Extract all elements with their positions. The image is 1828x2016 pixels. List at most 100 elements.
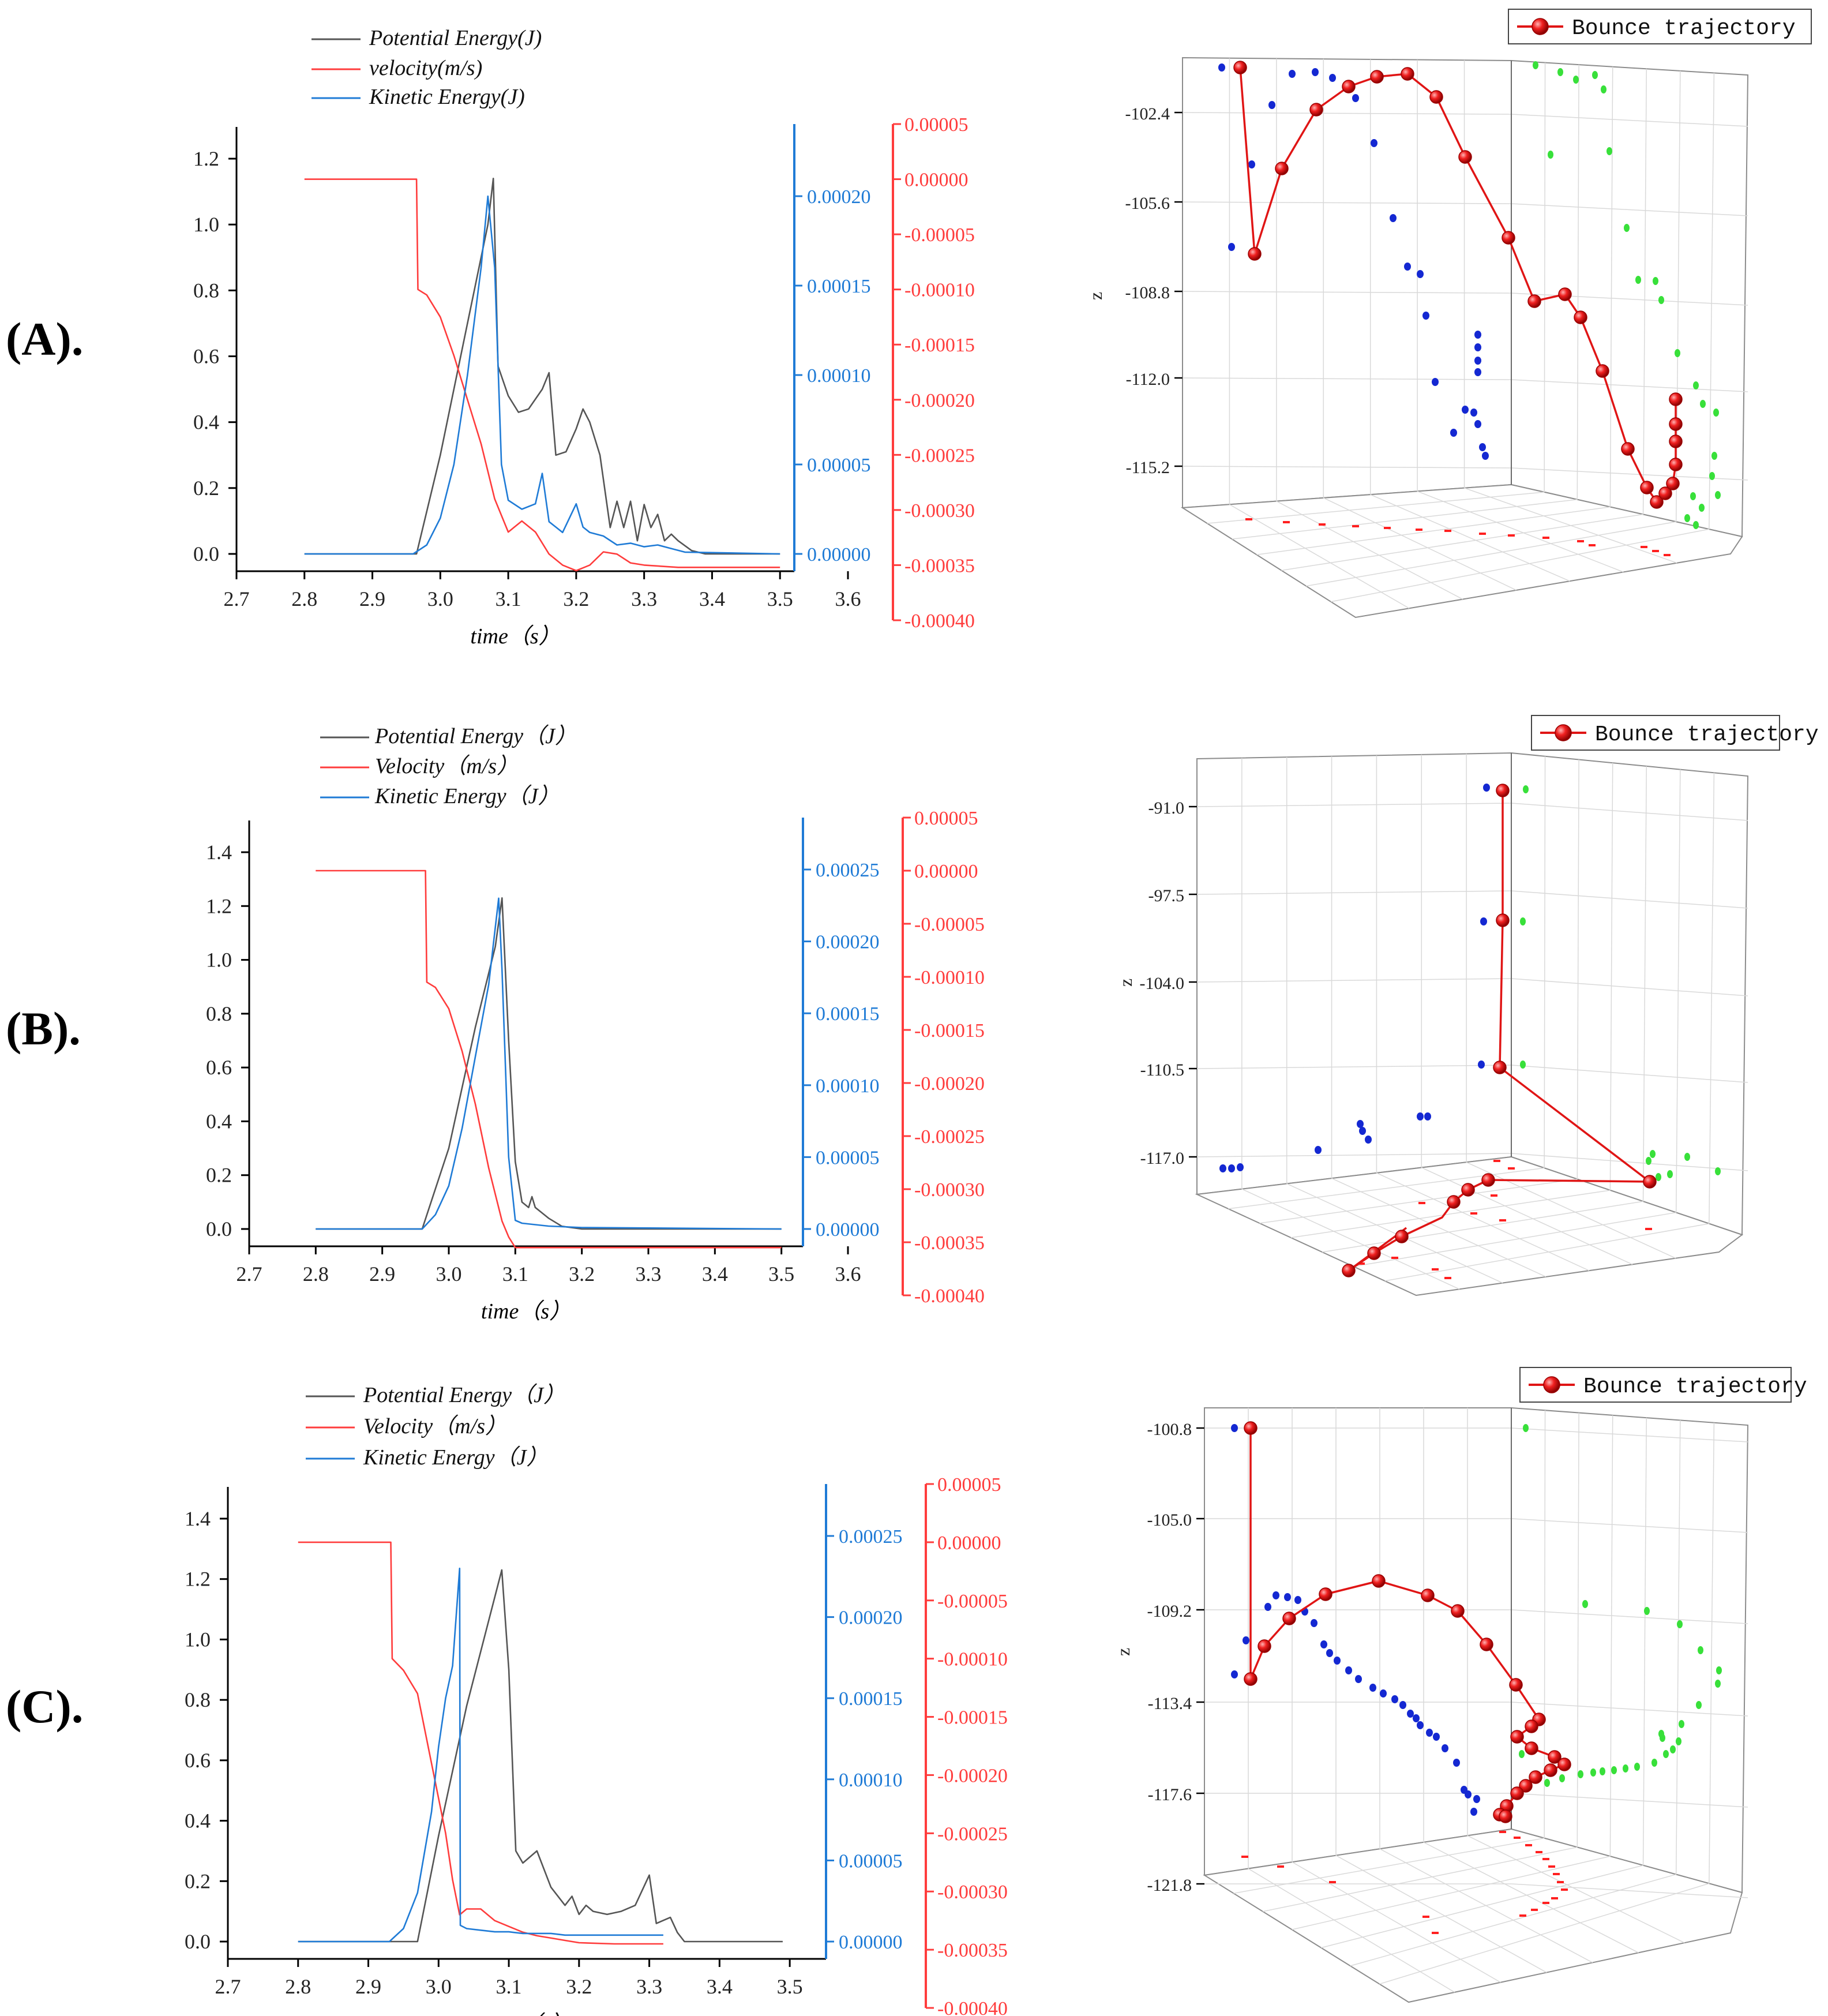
xz-projection-point <box>1228 1164 1235 1172</box>
velocity-tick-label: -0.00030 <box>937 1882 1008 1903</box>
grid-line <box>1709 73 1715 530</box>
z-tick-label: -105.0 <box>1147 1511 1192 1530</box>
z-axis-title: z <box>1115 979 1136 987</box>
xz-projection-point <box>1315 1146 1322 1154</box>
grid-line <box>1709 773 1715 1224</box>
velocity-tick-label: -0.00030 <box>904 500 975 522</box>
grid-line <box>1511 1609 1748 1624</box>
grid-line <box>1576 759 1579 1179</box>
yz-projection-point <box>1548 151 1553 159</box>
x-tick-label: 3.2 <box>563 587 589 610</box>
xz-projection-point <box>1474 343 1481 351</box>
left-tick-label: 0.6 <box>185 1749 211 1772</box>
z-tick-label: -121.8 <box>1147 1876 1192 1895</box>
yz-projection-point <box>1658 296 1664 304</box>
grid-line <box>1511 1153 1748 1171</box>
grid-line <box>1331 529 1709 602</box>
energy-chart-a: (A). 0.0 0.2 0.4 0.6 0.8 1.0 1.2 2.7 2.8 2.9 3.0 3.1… <box>6 26 975 649</box>
left-tick-label: 0.2 <box>206 1164 232 1187</box>
xz-projection-point <box>1369 1684 1376 1692</box>
velocity-tick-label: 0.00000 <box>904 170 969 191</box>
velocity-tick-label: -0.00010 <box>914 967 985 988</box>
floor-projection-mark <box>1536 1851 1542 1853</box>
kinetic-tick-label: 0.00020 <box>807 186 871 208</box>
yz-projection-point <box>1644 1607 1650 1615</box>
grid-line <box>1576 1412 1579 1848</box>
velocity-tick-label: -0.00010 <box>904 280 975 301</box>
grid-line <box>1370 494 1570 582</box>
x-tick-label: 3.3 <box>636 1262 662 1286</box>
velocity-tick-label: 0.00005 <box>937 1474 1001 1496</box>
left-tick-label: 0.4 <box>206 1110 232 1133</box>
x-tick-label: 2.8 <box>291 587 317 610</box>
z-tick-label: -110.5 <box>1140 1061 1184 1080</box>
legend-label: Kinetic Energy（J） <box>363 1445 548 1470</box>
energy-chart-c: (C). 0.0 0.2 0.4 0.6 0.8 1.0 1.2 1.4 2.7 2.8 2.9 3.0… <box>6 1383 1008 2016</box>
xz-projection-point <box>1231 1424 1238 1432</box>
grid-line <box>1576 65 1579 500</box>
xz-projection-point <box>1474 420 1481 428</box>
yz-projection-point <box>1677 1620 1683 1628</box>
velocity-tick-label: -0.00020 <box>914 1073 985 1095</box>
yz-projection-point <box>1716 1666 1722 1674</box>
grid-line <box>1331 1178 1547 1277</box>
left-tick-label: 0.4 <box>185 1809 211 1833</box>
trajectory-ball <box>1502 231 1515 245</box>
trajectory-ball <box>1669 392 1683 406</box>
kinetic-tick-label: 0.00015 <box>807 276 871 297</box>
yz-projection-point <box>1679 1720 1684 1728</box>
trajectory-ball <box>1421 1588 1435 1602</box>
x-tick-label: 3.6 <box>835 1262 861 1286</box>
z-tick-label: -117.0 <box>1140 1149 1184 1168</box>
yz-projection-point <box>1700 400 1706 408</box>
grid-line <box>1642 69 1647 515</box>
x-tick-label: 2.9 <box>369 1262 395 1286</box>
kinetic-tick-label: 0.00005 <box>839 1850 903 1872</box>
yz-projection-point <box>1634 1763 1640 1771</box>
left-tick-label: 1.0 <box>193 213 219 236</box>
velocity-tick-label: -0.00030 <box>914 1179 985 1201</box>
yz-projection-point <box>1699 504 1705 512</box>
velocity-tick-label: -0.00040 <box>914 1286 985 1307</box>
grid-line <box>1196 1153 1512 1157</box>
energy-chart-b: (B). 0.0 0.2 0.4 0.6 0.8 1.0 1.2 1.4 2.7 2.8 2.9 3.0… <box>6 724 985 1324</box>
grid-line <box>1511 1427 1748 1442</box>
trajectory-ball <box>1309 103 1323 117</box>
xz-projection-point <box>1391 1695 1398 1703</box>
grid-line <box>1511 114 1748 127</box>
x-tick-label: 3.5 <box>768 1262 794 1286</box>
grid-line <box>1511 1793 1748 1808</box>
yz-projection-point <box>1715 1680 1721 1688</box>
left-tick-label: 1.4 <box>206 841 232 864</box>
trajectory-ball <box>1248 247 1262 261</box>
floor-projection-mark <box>1553 1873 1560 1875</box>
xz-projection-point <box>1289 70 1296 78</box>
grid-line <box>1306 521 1676 587</box>
grid-line <box>1379 1848 1593 1963</box>
left-tick-label: 1.2 <box>206 894 232 917</box>
floor-projection-mark <box>1514 1837 1521 1839</box>
trajectory-ball <box>1621 442 1635 456</box>
velocity-tick-label: 0.00000 <box>937 1532 1001 1554</box>
legend-label: Bounce trajectory <box>1583 1374 1807 1399</box>
floor-projection-mark <box>1444 530 1451 532</box>
grid-line <box>1511 890 1748 909</box>
yz-projection-point <box>1559 1774 1565 1782</box>
velocity-tick-label: -0.00035 <box>914 1232 985 1254</box>
x-tick-label: 3.2 <box>569 1262 595 1286</box>
grid-line <box>1196 978 1512 983</box>
legend-label: Kinetic Energy(J) <box>369 85 525 109</box>
x-axis-title: time（s） <box>481 1299 571 1324</box>
xz-projection-point <box>1355 1675 1362 1683</box>
floor-projection-mark <box>1432 1932 1439 1934</box>
xz-projection-point <box>1237 1163 1244 1171</box>
grid-line <box>1350 1873 1676 1966</box>
floor-plane <box>1203 1828 1743 2003</box>
yz-projection-point <box>1523 1424 1529 1432</box>
floor-projection-mark <box>1283 521 1290 523</box>
grid-line <box>1262 1846 1578 1912</box>
series-line-velocity <box>316 870 782 1249</box>
trajectory-ball <box>1650 495 1664 509</box>
yz-projection-point <box>1578 1770 1583 1778</box>
xz-projection-point <box>1474 368 1481 376</box>
